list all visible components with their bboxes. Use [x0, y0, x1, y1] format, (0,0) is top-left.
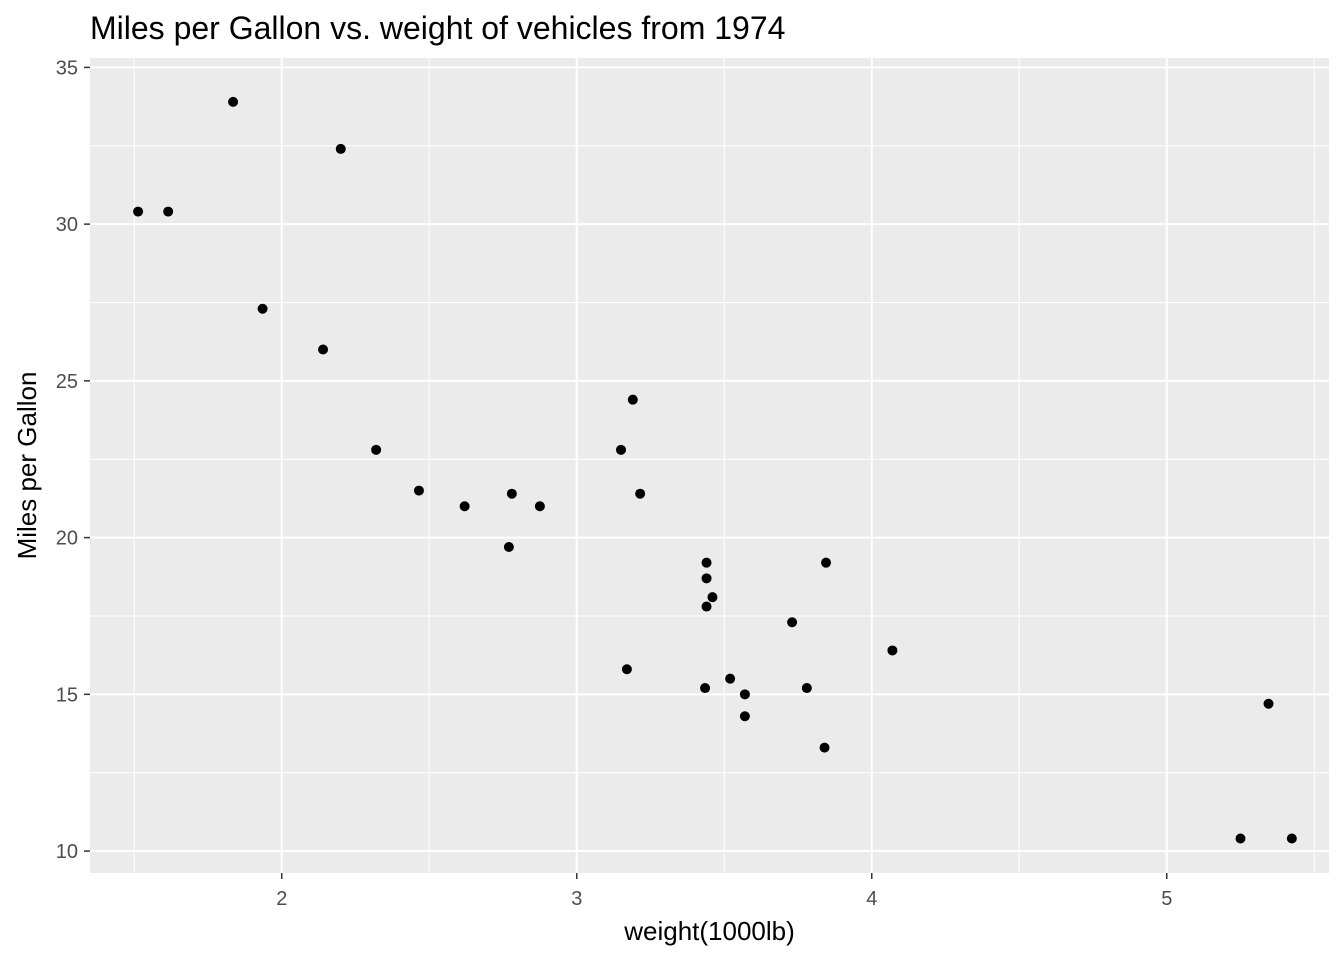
data-point	[228, 96, 239, 107]
x-axis-title: weight(1000lb)	[623, 916, 795, 946]
data-point	[318, 344, 329, 355]
data-point	[133, 206, 144, 217]
x-tick-label: 3	[571, 888, 582, 910]
data-point	[1263, 698, 1274, 709]
chart-title: Miles per Gallon vs. weight of vehicles …	[90, 10, 786, 46]
y-tick-label: 35	[56, 57, 78, 79]
data-point	[503, 542, 514, 552]
data-point	[887, 645, 898, 656]
data-point	[701, 601, 712, 612]
data-point	[707, 592, 718, 603]
data-points	[133, 96, 1297, 844]
x-tick-label: 5	[1161, 888, 1172, 910]
data-point	[335, 143, 346, 154]
data-point	[616, 444, 626, 455]
data-point	[821, 557, 832, 568]
y-tick-label: 25	[56, 371, 78, 393]
data-point	[635, 488, 646, 499]
data-point	[627, 394, 638, 405]
data-point	[163, 206, 174, 217]
minor-grid	[90, 58, 1329, 873]
x-tick-label: 4	[866, 888, 877, 910]
data-point	[1286, 833, 1297, 844]
data-point	[701, 557, 712, 568]
data-point	[787, 617, 798, 628]
data-point	[257, 303, 268, 314]
data-point	[459, 501, 470, 512]
data-point	[700, 683, 711, 694]
data-point	[801, 683, 812, 694]
x-tick-label: 2	[276, 888, 287, 910]
y-tick-label: 10	[56, 841, 78, 863]
data-point	[739, 711, 750, 722]
data-point	[534, 501, 545, 512]
data-point	[725, 673, 736, 684]
data-point	[621, 664, 632, 675]
y-tick-label: 30	[56, 214, 78, 236]
y-tick-label: 20	[56, 528, 78, 550]
plot-panel	[90, 58, 1329, 873]
x-axis: 2 3 4 5	[276, 873, 1172, 910]
data-point	[739, 689, 750, 700]
major-grid	[90, 58, 1329, 873]
data-point	[1235, 833, 1246, 844]
y-axis: 10 15 20 25 30 35	[56, 57, 90, 863]
data-point	[506, 488, 517, 499]
data-point	[413, 485, 424, 496]
y-tick-label: 15	[56, 684, 78, 706]
data-point	[701, 573, 712, 584]
data-point	[371, 444, 382, 455]
y-axis-title: Miles per Gallon	[12, 372, 42, 560]
data-point	[819, 742, 830, 753]
